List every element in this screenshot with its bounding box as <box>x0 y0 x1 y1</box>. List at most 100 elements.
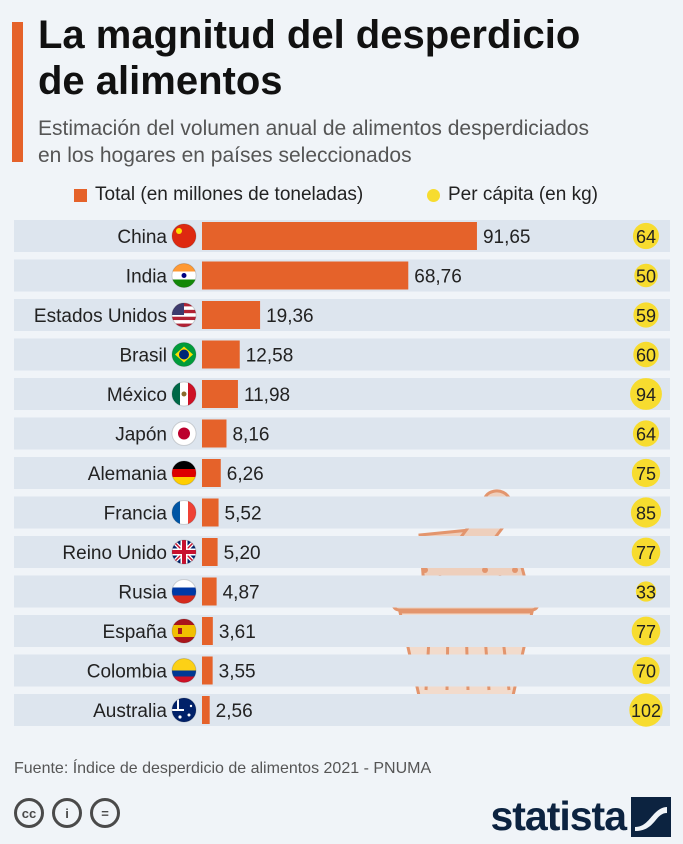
total-bar <box>202 656 213 685</box>
percapita-value-label: 64 <box>636 227 656 247</box>
legend-item-total: Total (en millones de toneladas) <box>74 184 363 206</box>
total-value-label: 8,16 <box>232 425 269 446</box>
row-band <box>14 694 670 726</box>
france-flag-icon <box>171 500 197 525</box>
legend: Total (en millones de toneladas) Per cáp… <box>0 184 683 208</box>
percapita-value-label: 75 <box>636 464 656 484</box>
row-band <box>14 378 670 410</box>
chart-row: Japón 8,16 64 <box>14 417 670 450</box>
legend-square-icon <box>74 188 87 202</box>
percapita-value-label: 85 <box>636 504 656 524</box>
chart-row: Alemania 6,26 75 <box>14 457 670 489</box>
percapita-value-label: 77 <box>636 543 656 563</box>
subtitle-line-2: en los hogares en países seleccionados <box>38 144 412 167</box>
total-value-label: 3,61 <box>219 622 256 643</box>
china-flag-icon <box>171 223 197 249</box>
brazil-flag-icon <box>171 342 197 367</box>
total-bar <box>202 340 240 369</box>
total-bar <box>202 380 238 408</box>
japan-flag-icon <box>171 421 197 446</box>
chart-row: Francia 5,52 85 <box>14 496 670 529</box>
percapita-bubble <box>632 222 660 250</box>
category-label: Brasil <box>119 346 167 367</box>
percapita-bubble <box>633 302 659 328</box>
title-line-2: de alimentos <box>38 59 283 103</box>
chart-row: España 3,61 77 <box>14 615 670 647</box>
chart-row: Colombia 3,55 70 <box>14 654 670 687</box>
row-band <box>14 338 670 371</box>
category-label: China <box>117 227 167 248</box>
row-band <box>14 457 670 489</box>
row-band <box>14 496 670 529</box>
category-label: Alemania <box>88 464 168 485</box>
percapita-value-label: 60 <box>636 346 656 366</box>
percapita-bubble <box>634 263 658 288</box>
total-bar <box>202 301 261 329</box>
category-label: Reino Unido <box>62 543 167 564</box>
row-band <box>14 615 670 647</box>
india-flag-icon <box>171 263 197 288</box>
legend-item-percapita: Per cápita (en kg) <box>427 184 598 206</box>
total-bar <box>202 459 221 487</box>
chart-row: Rusia 4,87 33 <box>14 575 670 608</box>
statista-mark-icon <box>631 796 671 837</box>
category-label: Rusia <box>118 583 167 604</box>
category-label: Colombia <box>87 662 168 683</box>
chart-row: India 68,76 50 <box>14 259 670 292</box>
legend-dot-icon <box>427 188 440 202</box>
category-label: India <box>126 267 168 288</box>
total-bar <box>202 261 409 290</box>
percapita-value-label: 59 <box>636 306 656 326</box>
uk-flag-icon <box>171 539 197 565</box>
australia-flag-icon <box>171 697 197 723</box>
chart-row: México 11,98 94 <box>14 378 670 410</box>
percapita-value-label: 77 <box>636 622 656 642</box>
percapita-bubble <box>631 616 661 646</box>
percapita-value-label: 70 <box>636 662 656 682</box>
total-bar <box>202 419 227 448</box>
legend-label-percapita: Per cápita (en kg) <box>448 184 598 205</box>
row-band <box>14 417 670 450</box>
row-band <box>14 575 670 608</box>
page-title: La magnitud del desperdicio de alimentos <box>38 12 668 104</box>
percapita-value-label: 50 <box>636 267 656 287</box>
total-bar <box>202 222 477 250</box>
total-bar <box>202 617 213 645</box>
no-derivatives-icon: = <box>90 798 120 828</box>
russia-flag-icon <box>171 579 197 604</box>
source-note: Fuente: Índice de desperdicio de aliment… <box>14 760 432 777</box>
total-bar <box>202 577 217 606</box>
percapita-bubble <box>632 420 660 447</box>
total-value-label: 12,58 <box>246 346 294 367</box>
legend-label-total: Total (en millones de toneladas) <box>95 184 364 205</box>
percapita-bubble <box>633 341 659 368</box>
row-band <box>14 299 670 331</box>
germany-flag-icon <box>171 460 197 486</box>
total-value-label: 2,56 <box>216 701 253 722</box>
bar-chart: China 91,65 64 India 68,76 50 Estados Unidos 19… <box>14 220 670 727</box>
percapita-bubble <box>630 378 662 410</box>
total-value-label: 6,26 <box>227 464 264 485</box>
percapita-bubble <box>630 497 662 528</box>
statista-wordmark: statista <box>490 793 627 839</box>
category-label: México <box>107 385 167 406</box>
total-bar <box>202 498 219 527</box>
chart-row: Estados Unidos 19,36 59 <box>14 299 670 331</box>
percapita-bubble <box>635 581 657 602</box>
percapita-bubble <box>629 693 663 727</box>
statista-logo[interactable]: statista <box>490 793 671 840</box>
chart-row: Australia 2,56 102 <box>14 693 670 727</box>
category-label: Australia <box>93 701 167 722</box>
total-value-label: 11,98 <box>244 385 290 406</box>
total-value-label: 5,52 <box>225 504 262 525</box>
percapita-value-label: 64 <box>636 425 656 445</box>
total-value-label: 4,87 <box>223 583 260 604</box>
total-value-label: 19,36 <box>266 306 314 327</box>
category-label: España <box>103 622 168 643</box>
accent-bar <box>12 22 23 162</box>
percapita-value-label: 94 <box>636 385 656 405</box>
total-bar <box>202 538 218 566</box>
percapita-value-label: 33 <box>636 583 656 603</box>
cc-icon: cc <box>14 798 44 828</box>
percapita-bubble <box>631 458 661 488</box>
